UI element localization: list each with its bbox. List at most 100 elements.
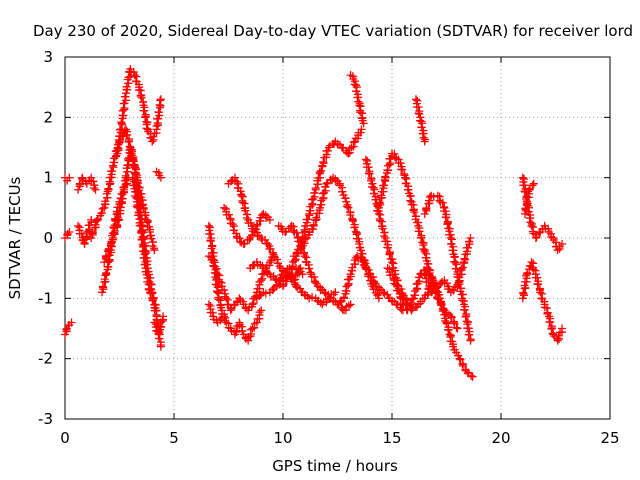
data-point [74, 221, 83, 230]
data-point [257, 306, 266, 315]
data-point [547, 324, 556, 333]
data-point [130, 71, 139, 80]
data-point [285, 269, 294, 278]
data-point [558, 240, 567, 249]
data-point [339, 293, 348, 302]
data-point [298, 270, 307, 279]
data-point [375, 198, 384, 207]
data-point [443, 220, 452, 229]
data-point [237, 191, 246, 200]
data-point [245, 235, 254, 244]
data-point [359, 258, 368, 267]
data-point [134, 183, 143, 192]
data-point [136, 92, 145, 101]
y-tick-label: 2 [43, 108, 53, 126]
data-point [424, 278, 433, 287]
data-point [324, 143, 333, 152]
axis-ticks: 0 5 10 15 20 25 -3 -2 -1 0 1 2 3 [38, 48, 620, 447]
data-point [355, 101, 364, 110]
data-point [359, 119, 368, 128]
data-point [89, 177, 98, 186]
data-point [453, 324, 462, 333]
data-point [116, 203, 125, 212]
data-point [444, 326, 453, 335]
data-point [241, 206, 250, 215]
data-series-arc-25 [374, 149, 462, 333]
data-point [156, 342, 165, 351]
data-series-arc-14 [204, 300, 229, 327]
data-series-arc-13 [204, 221, 266, 345]
data-point [147, 234, 156, 243]
data-point [410, 208, 419, 217]
data-point [457, 264, 466, 273]
data-series-arc-21 [289, 173, 383, 303]
data-point [138, 214, 147, 223]
data-point [263, 240, 272, 249]
y-tick-label: 3 [43, 48, 53, 66]
data-point [246, 218, 255, 227]
data-point [110, 214, 119, 223]
data-point [353, 93, 362, 102]
x-tick-label: 25 [600, 429, 619, 447]
data-point [343, 202, 352, 211]
data-point [425, 196, 434, 205]
data-point [558, 324, 567, 333]
data-point [447, 313, 456, 322]
data-point [403, 185, 412, 194]
data-point [523, 268, 532, 277]
data-point [380, 232, 389, 241]
y-axis-label: SDTVAR / TECUs [6, 176, 24, 299]
data-point [553, 336, 562, 345]
data-point [80, 238, 89, 247]
data-point [468, 372, 477, 381]
data-point [374, 294, 383, 303]
data-point [213, 288, 222, 297]
data-point [140, 242, 149, 251]
data-point [378, 224, 387, 233]
data-point [108, 234, 117, 242]
data-point [154, 108, 163, 117]
data-point [455, 354, 464, 363]
data-point [438, 198, 447, 207]
data-point [65, 173, 74, 182]
data-point [529, 179, 538, 188]
data-point [344, 301, 353, 310]
data-point [344, 149, 353, 158]
data-point [273, 255, 282, 264]
y-tick-label: -2 [38, 350, 53, 368]
data-point [98, 282, 107, 291]
data-point [265, 215, 274, 224]
x-tick-label: 0 [60, 429, 70, 447]
data-point [448, 246, 457, 255]
data-point [306, 268, 315, 277]
data-point [369, 278, 378, 287]
data-point [406, 196, 415, 205]
chart-title: Day 230 of 2020, Sidereal Day-to-day VTE… [33, 22, 633, 40]
data-point [409, 206, 418, 215]
data-point [381, 172, 390, 181]
data-point [207, 244, 216, 253]
data-point [344, 203, 353, 212]
y-tick-label: 0 [43, 229, 53, 247]
data-point [456, 355, 465, 364]
data-point [102, 269, 111, 278]
data-series-arc-5 [74, 215, 96, 249]
data-point [376, 216, 385, 225]
data-point [138, 228, 147, 237]
data-point [108, 167, 117, 176]
data-point [206, 237, 215, 246]
data-point [420, 137, 429, 146]
data-point [155, 334, 164, 343]
data-point [265, 258, 274, 267]
data-point [220, 203, 229, 212]
data-point [238, 327, 247, 336]
data-series-arc-16 [220, 203, 274, 249]
data-point [107, 237, 116, 246]
data-point [310, 273, 319, 282]
data-point [411, 95, 420, 104]
data-point [356, 108, 365, 117]
data-point [446, 312, 455, 321]
data-point [371, 195, 380, 204]
data-series-arc-30 [518, 173, 567, 255]
data-point [465, 330, 474, 339]
